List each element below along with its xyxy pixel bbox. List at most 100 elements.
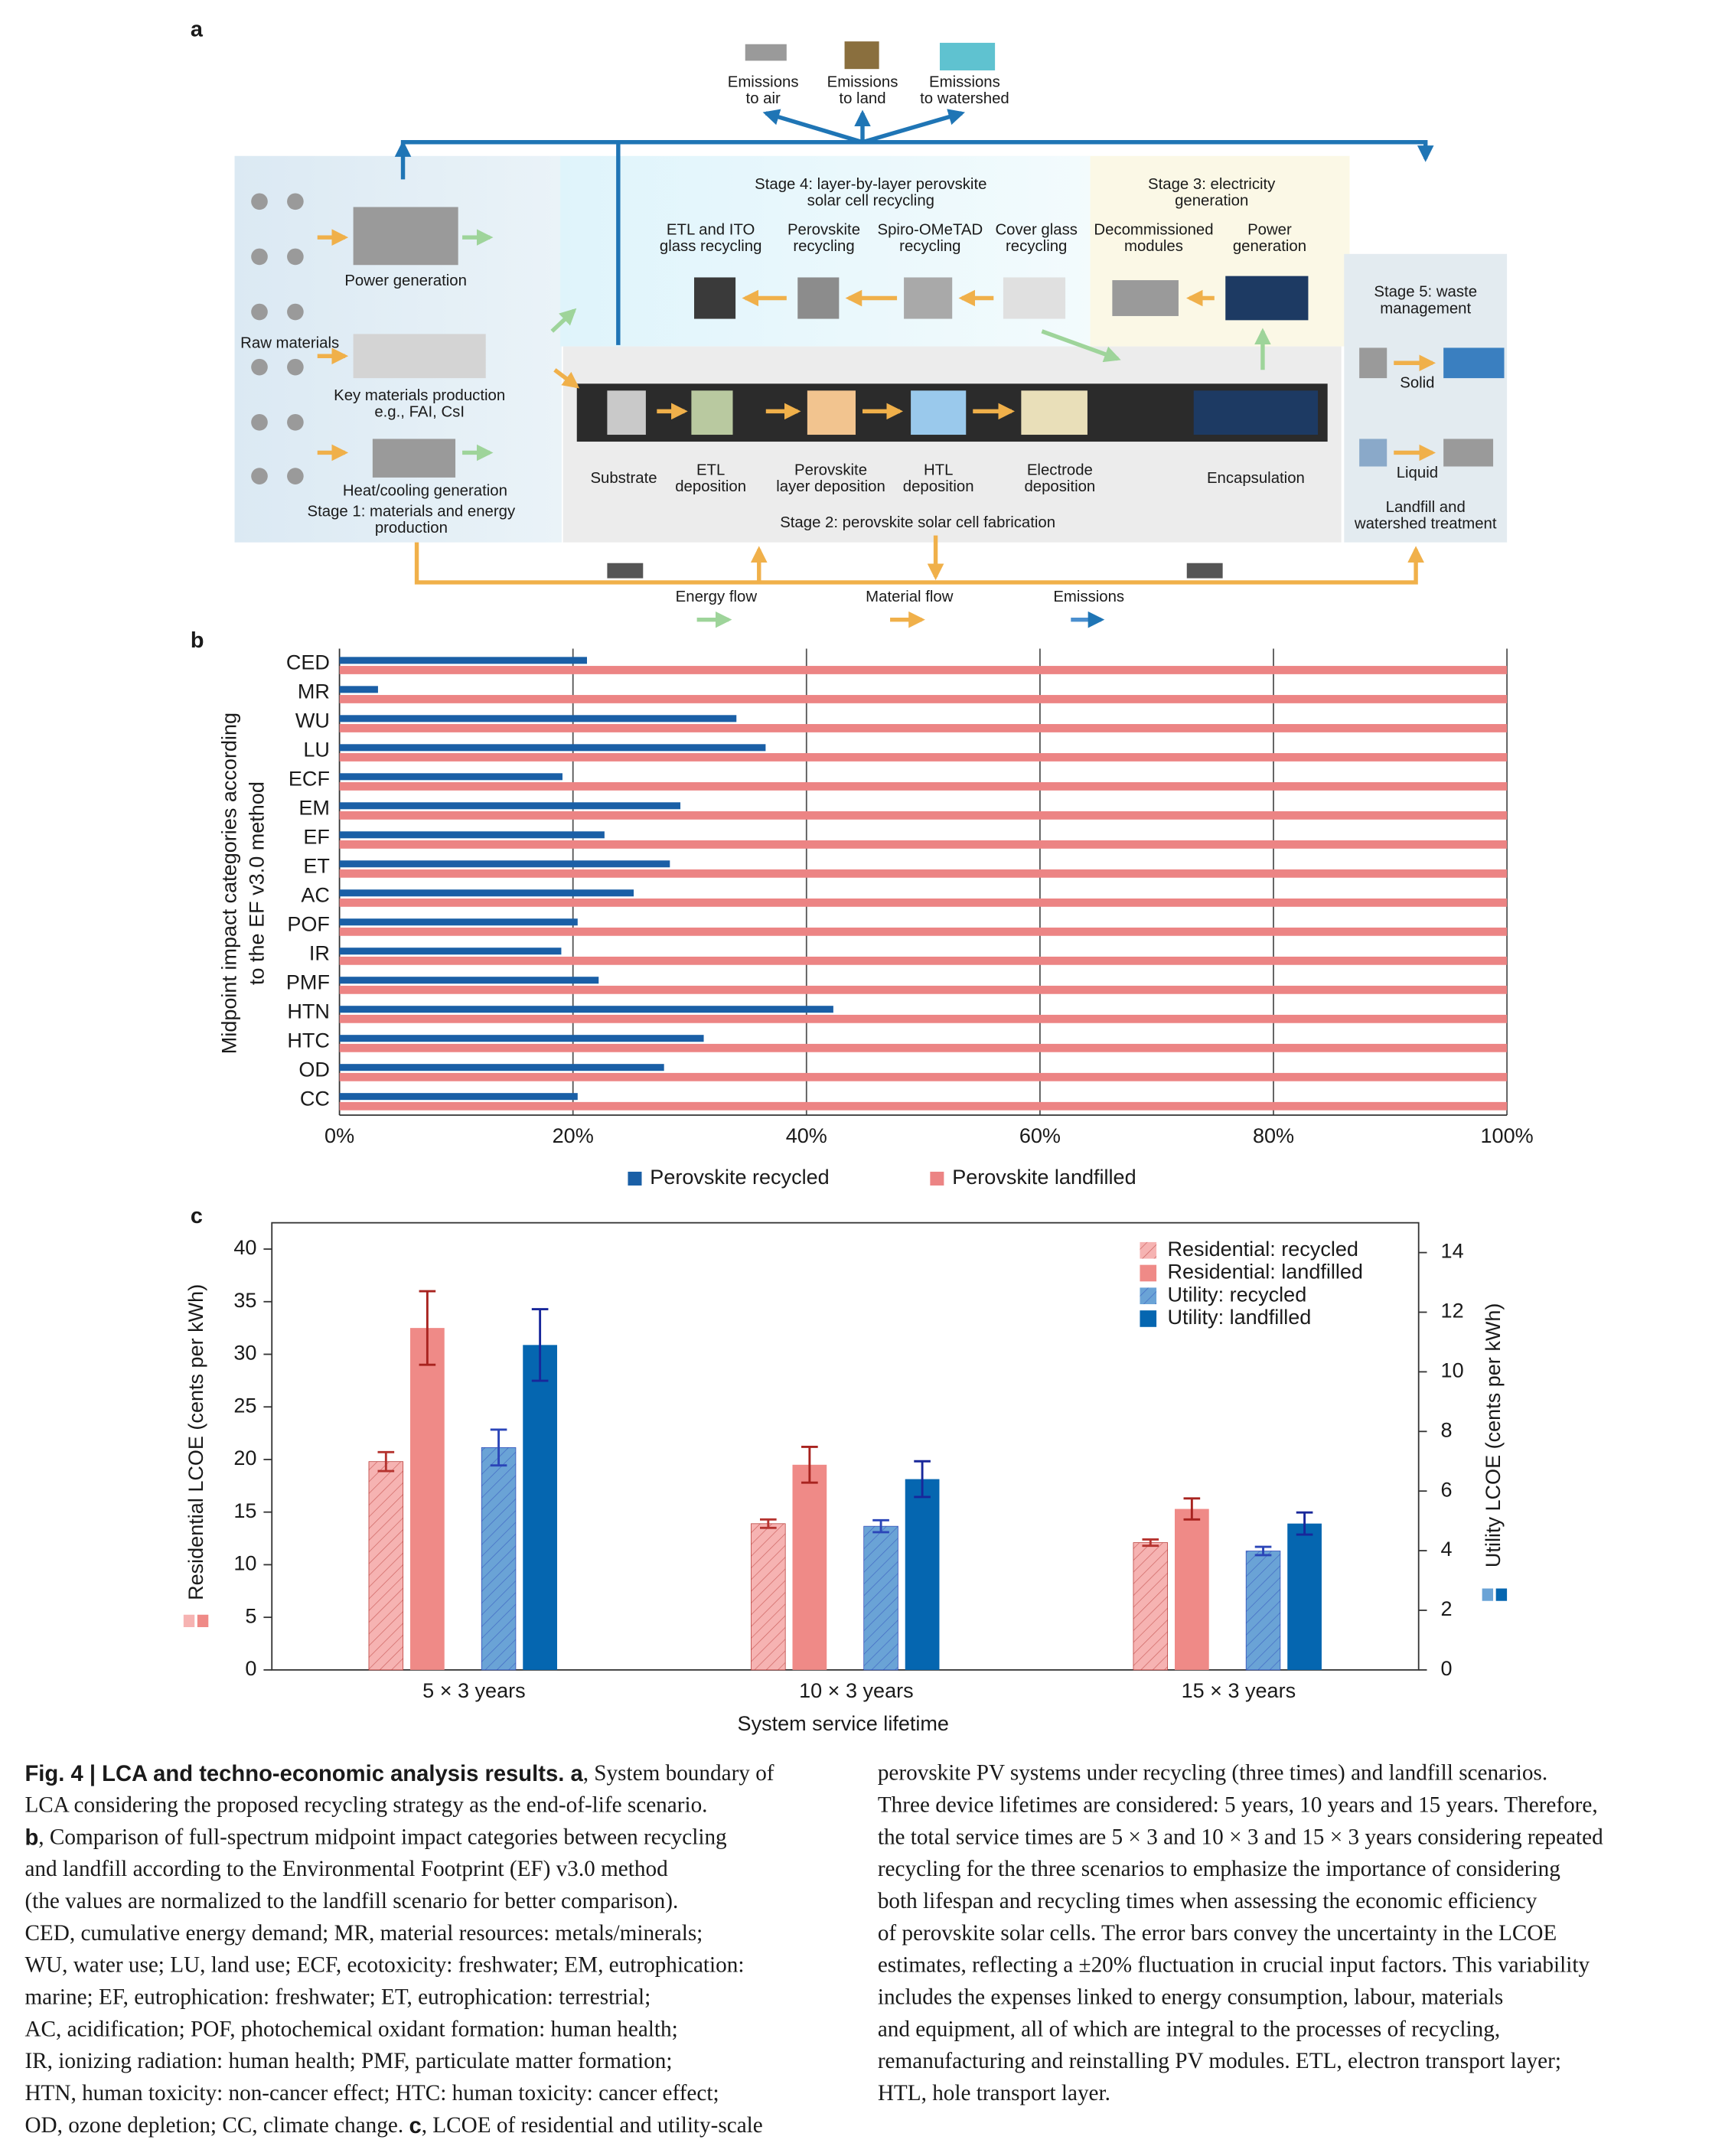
y-tick-label: CC (300, 1087, 330, 1110)
bar (339, 802, 681, 810)
material-arrows (317, 229, 1436, 585)
legend-swatch (1140, 1264, 1157, 1282)
error-bar (914, 1460, 931, 1499)
diagram-label: Key materials production (334, 387, 505, 404)
diagram-label: deposition (675, 478, 746, 495)
legend-label: Utility: landfilled (1168, 1306, 1312, 1329)
diagram-label: Cover glass (995, 222, 1077, 239)
diagram-label: generation (1175, 193, 1248, 210)
diagram-label: watershed treatment (1354, 516, 1497, 533)
caption-line: CED, cumulative energy demand; MR, mater… (24, 1921, 703, 1946)
error-bar (1296, 1511, 1313, 1536)
y-tick-label: AC (301, 883, 330, 906)
caption-line: HTL, hole transport layer. (878, 2081, 1110, 2105)
diagram-label: Power generation (344, 272, 467, 289)
diagram-label: Perovskite (788, 222, 860, 239)
bar (339, 927, 1508, 936)
bar (339, 724, 1508, 732)
bar (1287, 1523, 1322, 1670)
bar (339, 918, 578, 926)
y2-tick-label: 8 (1441, 1418, 1453, 1441)
diagram-label: Stage 5: waste (1374, 284, 1477, 301)
bar (339, 1093, 578, 1101)
caption-line: WU, water use; LU, land use; ECF, ecotox… (24, 1953, 744, 1978)
caption-line: remanufacturing and reinstalling PV modu… (878, 2049, 1561, 2073)
layer-samples (607, 390, 1319, 435)
diagram-label: layer deposition (776, 478, 885, 495)
y-tick-label: 15 (233, 1499, 256, 1522)
diagram-label: management (1380, 300, 1471, 317)
y-axis-label: to the EF v3.0 method (245, 781, 268, 985)
bar (339, 773, 562, 781)
diagram-label: Solid (1400, 375, 1434, 392)
error-bar (377, 1450, 395, 1473)
caption-line: and landfill according to the Environmen… (24, 1857, 668, 1881)
diagram-label: Electrode (1027, 462, 1093, 478)
diagram-label: to air (746, 90, 781, 107)
diagram-label: Substrate (590, 470, 657, 487)
error-bar (1142, 1538, 1159, 1548)
diagram-label: generation (1233, 238, 1306, 255)
legend-icons (183, 1588, 1508, 1627)
caption-line: the total service times are 5 × 3 and 10… (878, 1825, 1603, 1849)
bar (339, 753, 1508, 762)
diagram-label: glass recycling (660, 238, 762, 255)
stage5-box (1344, 253, 1508, 543)
diagram-label: Stage 1: materials and energy (308, 503, 516, 520)
caption-segment: , Comparison of full-spectrum midpoint i… (38, 1825, 727, 1849)
y2-tick-label: 2 (1441, 1597, 1453, 1620)
diagram-label: Stage 3: electricity (1148, 176, 1276, 193)
caption-line: IR, ionizing radiation: human health; PM… (24, 2049, 672, 2073)
bar (905, 1479, 940, 1670)
legend-swatch (930, 1171, 944, 1186)
diagram-label: to watershed (920, 90, 1009, 107)
bar (339, 1072, 1508, 1081)
diagram-label: to land (839, 90, 885, 107)
bar (339, 898, 1508, 907)
bar (339, 948, 562, 955)
y-tick-label: EM (298, 796, 330, 819)
diagram-label: Emissions (728, 74, 799, 91)
error-bar (801, 1446, 818, 1484)
bar (339, 860, 670, 868)
y2-tick-label: 10 (1441, 1359, 1464, 1382)
diagram-label: deposition (903, 478, 974, 495)
diagram-label: Spiro-OMeTAD (878, 222, 983, 239)
x-tick-label: 80% (1253, 1124, 1294, 1147)
error-bar (419, 1290, 436, 1366)
diagram-label: deposition (1024, 478, 1095, 495)
caption-segment: , System boundary of (583, 1761, 774, 1786)
diagram-label: HTL (924, 462, 953, 478)
x-axis-label: System service lifetime (738, 1712, 949, 1735)
bar (339, 956, 1508, 965)
bar (339, 1101, 1508, 1111)
legend-label: Residential: landfilled (1168, 1261, 1363, 1283)
bar (339, 666, 1508, 674)
caption-line: perovskite PV systems under recycling (t… (878, 1761, 1547, 1786)
bar (339, 657, 587, 664)
bar (339, 686, 378, 693)
diagram-label: solar cell recycling (807, 193, 934, 210)
y-tick-label: 5 (245, 1604, 256, 1627)
caption-line: marine; EF, eutrophication: freshwater; … (24, 1985, 651, 2009)
y-tick-label: 0 (245, 1657, 256, 1680)
diagram-label: Power (1247, 222, 1292, 239)
caption-line: and equipment, all of which are integral… (878, 2017, 1500, 2041)
bar (339, 811, 1508, 820)
x-tick-label: 100% (1481, 1124, 1534, 1147)
bar (339, 1043, 1508, 1052)
bar (1245, 1551, 1281, 1671)
diagram-label: ETL and ITO (667, 222, 755, 239)
diagram-label: Stage 2: perovskite solar cell fabricati… (780, 514, 1055, 531)
diagram-label: Energy flow (676, 589, 758, 605)
caption-segment: c (409, 2114, 421, 2138)
x-tick-label: 15 × 3 years (1182, 1679, 1296, 1702)
y-tick-label: MR (298, 680, 330, 703)
recycling-samples (694, 276, 1309, 321)
y-tick-label: 30 (233, 1342, 256, 1365)
bar (339, 1064, 664, 1071)
y-tick-label: POF (287, 912, 330, 935)
x-tick-label: 5 × 3 years (422, 1679, 525, 1702)
legend-label: Perovskite landfilled (952, 1166, 1136, 1189)
